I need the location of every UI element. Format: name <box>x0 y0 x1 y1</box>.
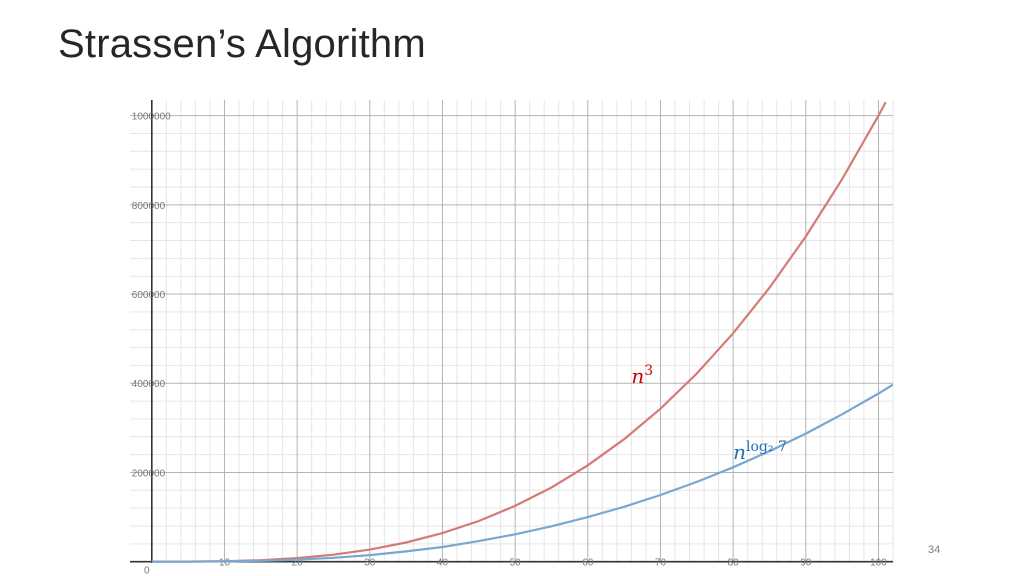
y-tick-label: 600000 <box>132 290 166 301</box>
x-tick-label: 40 <box>437 558 449 569</box>
minor-grid <box>130 100 894 563</box>
slide-number: 34 <box>928 544 941 556</box>
x-tick-label: 70 <box>655 558 667 569</box>
series-label-0: n3 <box>631 363 653 388</box>
x-tick-label: 50 <box>510 558 522 569</box>
y-tick-label: 800000 <box>132 201 166 212</box>
series-label-base: n <box>733 440 746 464</box>
series-lines <box>151 101 893 563</box>
x-tick-label: 30 <box>364 558 376 569</box>
tick-labels: 10 20 30 40 50 60 70 80 90 100 0 200000 400000 600000… <box>132 112 887 576</box>
series-label-superscript: log₂ 7 <box>746 439 787 455</box>
x-tick-label: 90 <box>800 558 812 569</box>
x-tick-label-origin: 0 <box>144 566 150 576</box>
y-tick-label: 1000000 <box>132 112 171 123</box>
series-label-base: n <box>631 364 644 388</box>
series-label-superscript: 3 <box>644 363 653 379</box>
y-tick-label: 200000 <box>132 468 166 479</box>
plot-area <box>130 100 893 563</box>
x-tick-label: 10 <box>219 558 231 569</box>
x-tick-label: 80 <box>728 558 740 569</box>
series-line-1 <box>151 383 893 563</box>
series-label-1: nlog₂ 7 <box>733 439 787 464</box>
x-tick-label: 100 <box>870 558 887 569</box>
x-tick-label: 60 <box>582 558 594 569</box>
x-tick-label: 20 <box>292 558 304 569</box>
y-tick-label: 400000 <box>132 379 166 390</box>
slide-title: Strassen’s Algorithm <box>58 22 426 66</box>
